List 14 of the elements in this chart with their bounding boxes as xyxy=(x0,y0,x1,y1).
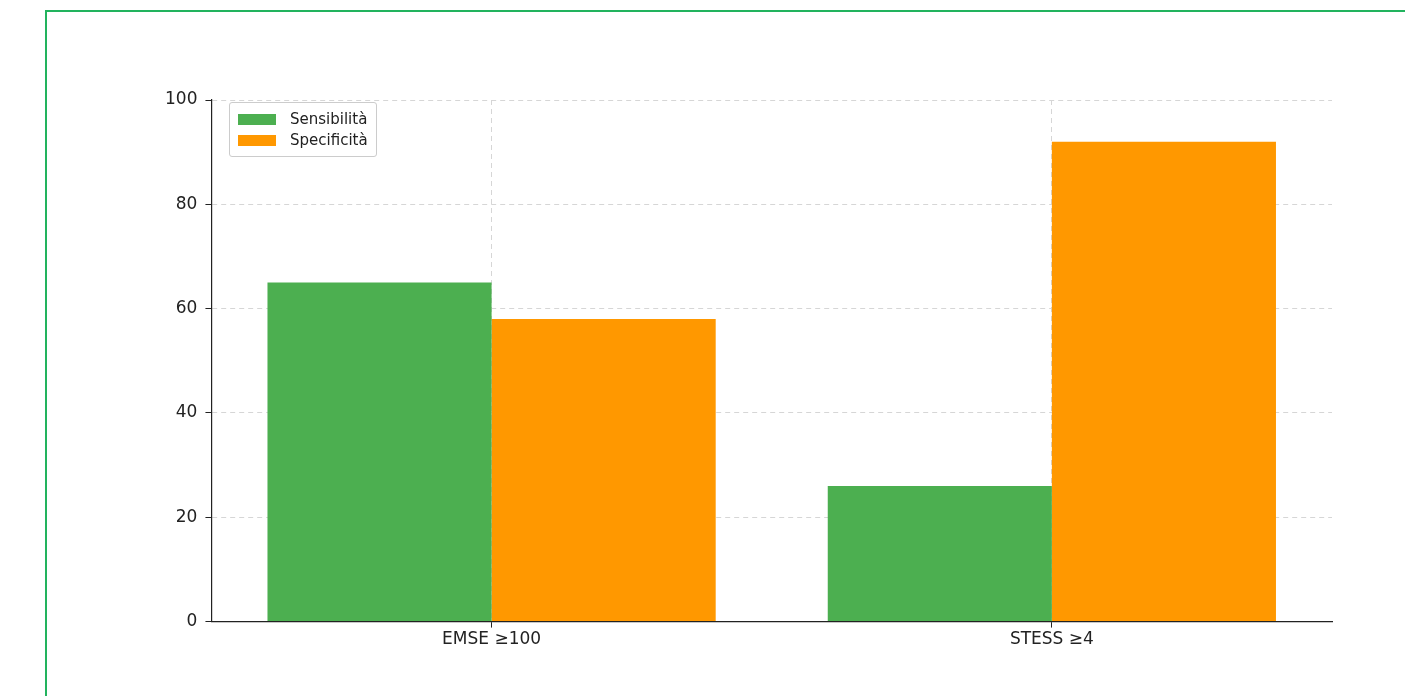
y-tick-label: 0 xyxy=(186,610,198,631)
bar xyxy=(491,319,716,622)
y-tick-label: 20 xyxy=(175,505,198,526)
y-tick-label: 60 xyxy=(175,297,198,318)
legend-label: Sensibilità xyxy=(290,110,368,128)
legend-label: Specificità xyxy=(290,131,368,149)
x-tick-label: STESS ≥4 xyxy=(1009,628,1094,649)
y-tick-label: 80 xyxy=(175,192,198,213)
bar xyxy=(267,282,492,622)
bar xyxy=(827,485,1052,622)
y-tick-label: 100 xyxy=(164,88,198,109)
bar xyxy=(1051,141,1276,622)
x-tick-label: EMSE ≥100 xyxy=(442,628,542,649)
y-tick-label: 40 xyxy=(175,401,198,422)
